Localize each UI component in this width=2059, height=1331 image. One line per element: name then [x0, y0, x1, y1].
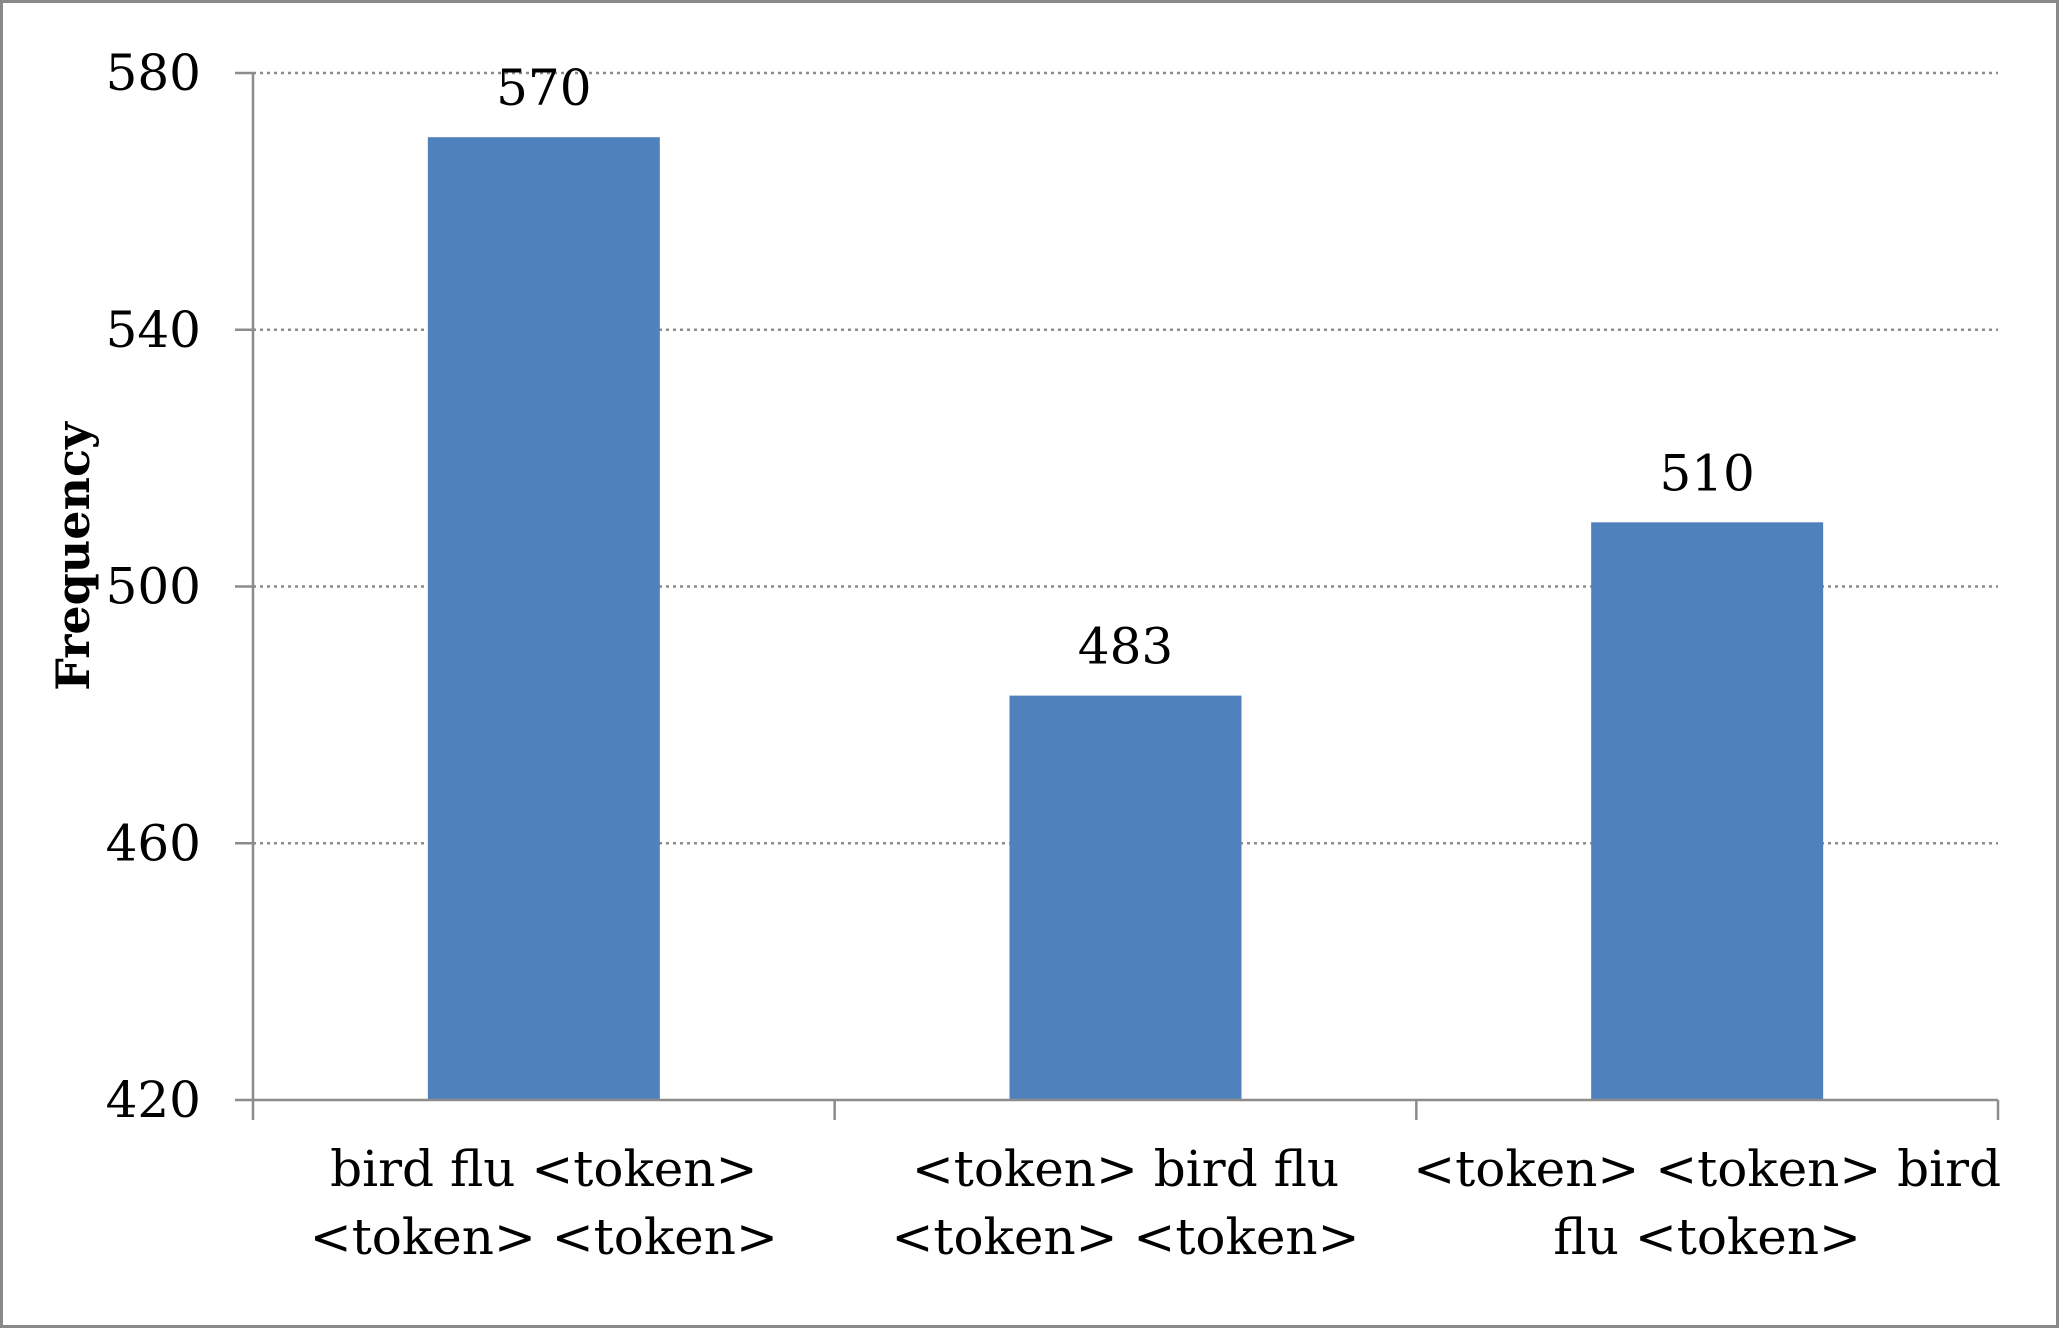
data-label-3: 510 [1659, 444, 1754, 502]
bar-3 [1591, 522, 1824, 1100]
bars [427, 137, 1824, 1100]
data-label-2: 483 [1078, 618, 1173, 676]
y-tick-label-540: 540 [106, 301, 201, 359]
x-tick-label-3-line-1: <token> <token> bird [1413, 1140, 2001, 1198]
x-tick-label-2-line-2: <token> <token> [891, 1208, 1359, 1266]
axes [235, 71, 2000, 1120]
x-tick-label-3-line-2: flu <token> [1553, 1208, 1861, 1266]
y-axis-title: Frequency [46, 421, 100, 691]
x-tick-label-1-line-2: <token> <token> [310, 1208, 778, 1266]
x-tick-label-1-line-1: bird flu <token> [330, 1140, 757, 1198]
bar-1 [427, 137, 660, 1100]
y-tick-label-460: 460 [106, 814, 201, 872]
data-label-1: 570 [496, 59, 591, 117]
y-tick-label-420: 420 [106, 1071, 201, 1129]
y-tick-label-500: 500 [106, 558, 201, 616]
bar-chart: 420 460 500 540 580 570 bird flu <token> <token… [46, 44, 2002, 1266]
labels: 420 460 500 540 580 570 bird flu <token> <token… [106, 44, 2002, 1266]
bar-2 [1009, 695, 1242, 1100]
y-tick-label-580: 580 [106, 44, 201, 102]
x-tick-label-2-line-1: <token> bird flu [912, 1140, 1339, 1198]
